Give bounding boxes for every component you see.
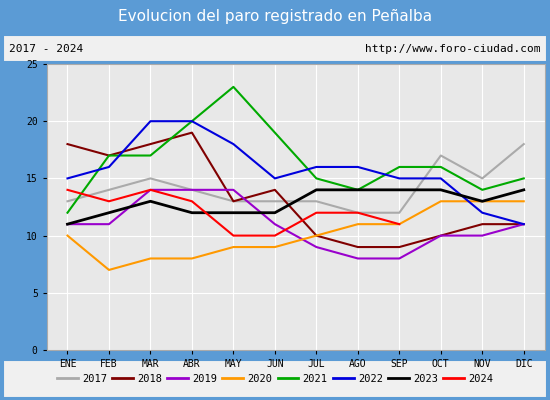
Text: http://www.foro-ciudad.com: http://www.foro-ciudad.com	[365, 44, 541, 54]
Text: 2017 - 2024: 2017 - 2024	[9, 44, 84, 54]
Legend: 2017, 2018, 2019, 2020, 2021, 2022, 2023, 2024: 2017, 2018, 2019, 2020, 2021, 2022, 2023…	[53, 370, 497, 388]
Text: Evolucion del paro registrado en Peñalba: Evolucion del paro registrado en Peñalba	[118, 10, 432, 24]
